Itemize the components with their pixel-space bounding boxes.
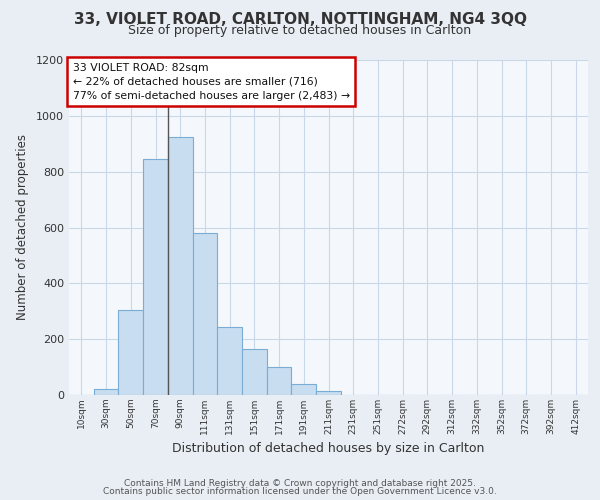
- Y-axis label: Number of detached properties: Number of detached properties: [16, 134, 29, 320]
- Bar: [316, 391, 341, 395]
- Bar: [267, 367, 292, 395]
- Text: Contains HM Land Registry data © Crown copyright and database right 2025.: Contains HM Land Registry data © Crown c…: [124, 478, 476, 488]
- Bar: [143, 159, 168, 395]
- Bar: [242, 349, 267, 395]
- Text: Size of property relative to detached houses in Carlton: Size of property relative to detached ho…: [128, 24, 472, 37]
- Bar: [193, 233, 217, 395]
- Bar: [118, 310, 143, 395]
- Text: 33, VIOLET ROAD, CARLTON, NOTTINGHAM, NG4 3QQ: 33, VIOLET ROAD, CARLTON, NOTTINGHAM, NG…: [74, 12, 527, 28]
- Text: 33 VIOLET ROAD: 82sqm
← 22% of detached houses are smaller (716)
77% of semi-det: 33 VIOLET ROAD: 82sqm ← 22% of detached …: [73, 63, 350, 101]
- Bar: [94, 390, 118, 395]
- X-axis label: Distribution of detached houses by size in Carlton: Distribution of detached houses by size …: [172, 442, 485, 456]
- Bar: [168, 137, 193, 395]
- Text: Contains public sector information licensed under the Open Government Licence v3: Contains public sector information licen…: [103, 487, 497, 496]
- Bar: [217, 326, 242, 395]
- Bar: [292, 384, 316, 395]
